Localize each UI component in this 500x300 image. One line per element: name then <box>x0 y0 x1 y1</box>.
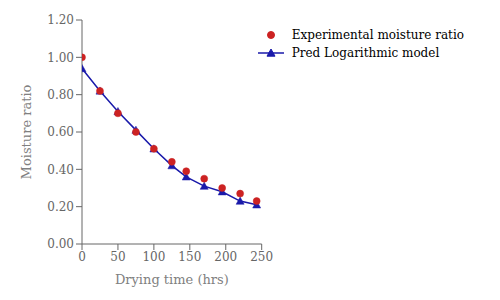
svg-text:0: 0 <box>78 250 86 264</box>
html-text:Experimental moisture ratio: Experimental moisture ratio <box>291 28 464 42</box>
svg-text:1.00: 1.00 <box>47 51 74 65</box>
svg-text:0.20: 0.20 <box>47 200 74 214</box>
svg-text:0.00: 0.00 <box>47 237 74 251</box>
svg-text:50: 50 <box>110 250 125 264</box>
svg-text:Drying time (hrs): Drying time (hrs) <box>115 272 229 287</box>
svg-text:100: 100 <box>142 250 165 264</box>
svg-text:0.60: 0.60 <box>47 125 74 139</box>
svg-text:0.40: 0.40 <box>47 163 74 177</box>
svg-text:Moisture ratio: Moisture ratio <box>19 84 34 179</box>
svg-text:1.20: 1.20 <box>47 13 74 27</box>
svg-text:250: 250 <box>250 250 273 264</box>
svg-text:200: 200 <box>214 250 237 264</box>
svg-text:150: 150 <box>178 250 201 264</box>
svg-text:0.80: 0.80 <box>47 88 74 102</box>
html-text:Pred Logarithmic model: Pred Logarithmic model <box>291 46 440 60</box>
